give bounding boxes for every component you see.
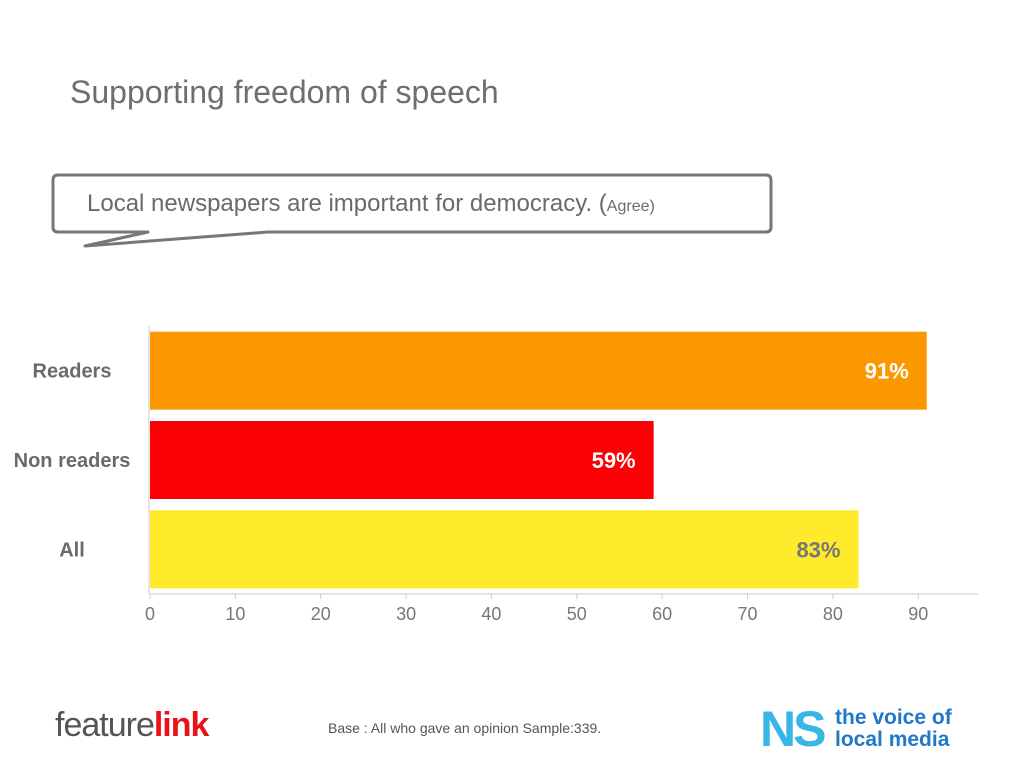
category-label: Readers: [33, 361, 112, 383]
x-tick-label: 40: [481, 604, 501, 624]
x-tick-label: 60: [652, 604, 672, 624]
bar-1: [150, 421, 654, 499]
page-title: Supporting freedom of speech: [70, 74, 499, 110]
bar-0: [150, 331, 927, 410]
speech-bubble-text: Local newspapers are important for democ…: [87, 190, 655, 217]
x-tick-label: 20: [311, 604, 331, 624]
x-tick-label: 10: [225, 604, 245, 624]
x-tick-label: 70: [738, 604, 758, 624]
x-tick-label: 30: [396, 604, 416, 624]
x-tick-label: 0: [145, 604, 155, 624]
x-tick-label: 90: [908, 604, 928, 624]
category-label: All: [59, 539, 85, 561]
bar-value-label: 59%: [592, 448, 636, 473]
ns-logo: NS the voice of local media: [760, 701, 952, 757]
x-tick-label: 50: [567, 604, 587, 624]
bar-value-label: 91%: [865, 359, 909, 384]
base-note: Base : All who gave an opinion Sample:33…: [328, 720, 602, 736]
featurelink-logo: featurelink: [55, 706, 209, 744]
category-label: Non readers: [14, 450, 131, 472]
x-tick-label: 80: [823, 604, 843, 624]
bar-2: [150, 510, 859, 589]
bar-value-label: 83%: [796, 537, 840, 562]
